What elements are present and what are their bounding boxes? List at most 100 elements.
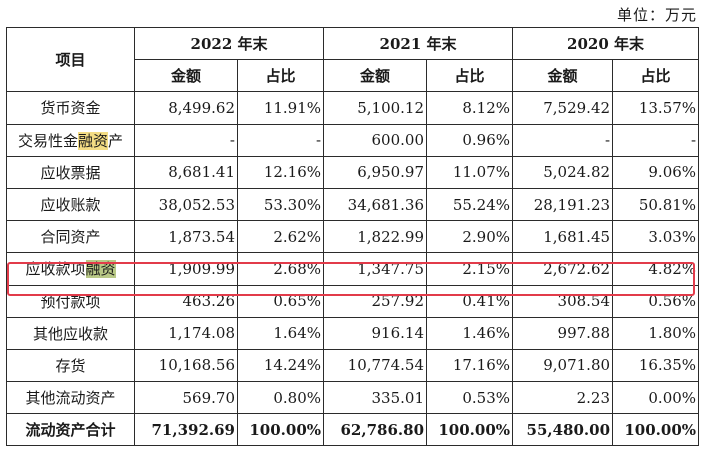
cell-value: 1,174.08 <box>134 316 238 350</box>
cell-value: 38,052.53 <box>134 187 238 222</box>
cell-value: 8,499.62 <box>134 91 238 125</box>
cell-value: 2.15% <box>426 252 514 286</box>
header-amount: 金额 <box>134 59 238 93</box>
cell-value: 6,950.97 <box>323 155 428 189</box>
cell-value: 916.14 <box>323 316 428 350</box>
cell-value: 463.26 <box>134 284 238 318</box>
row-label: 存货 <box>6 348 135 383</box>
row-label: 应收款项融资 <box>6 252 135 286</box>
cell-value: 28,191.23 <box>512 187 614 222</box>
cell-value: 50.81% <box>612 187 700 222</box>
cell-value: 1,873.54 <box>134 220 238 254</box>
row-label: 交易性金融资产 <box>6 123 135 157</box>
cell-value: 997.88 <box>512 316 614 350</box>
table-row: 其他应收款 1,174.08 1.64% 916.14 1.46% 997.88… <box>6 316 700 350</box>
cell-value: 9,071.80 <box>512 348 614 383</box>
cell-value: 34,681.36 <box>323 187 428 222</box>
cell-value: - <box>236 123 325 157</box>
table-row: 货币资金 8,499.62 11.91% 5,100.12 8.12% 7,52… <box>6 91 700 125</box>
table-row: 应收票据 8,681.41 12.16% 6,950.97 11.07% 5,0… <box>6 155 700 189</box>
cell-value: 0.56% <box>612 284 700 318</box>
cell-value: 55.24% <box>426 187 514 222</box>
cell-value: 11.91% <box>236 91 325 125</box>
total-value: 100.00% <box>426 413 514 447</box>
cell-value: 16.35% <box>612 348 700 383</box>
highlight-text: 融资 <box>77 131 108 150</box>
cell-value: 2.90% <box>426 220 514 254</box>
cell-value: 5,100.12 <box>323 91 428 125</box>
cell-value: 0.00% <box>612 381 700 415</box>
cell-value: 1,681.45 <box>512 220 614 254</box>
cell-value: 2.62% <box>236 220 325 254</box>
cell-value: 53.30% <box>236 187 325 222</box>
table-row: 其他流动资产 569.70 0.80% 335.01 0.53% 2.23 0.… <box>6 381 700 415</box>
cell-value: 10,774.54 <box>323 348 428 383</box>
cell-value: 1.64% <box>236 316 325 350</box>
cell-value: 0.53% <box>426 381 514 415</box>
cell-value: 8.12% <box>426 91 514 125</box>
cell-value: 1,822.99 <box>323 220 428 254</box>
total-value: 100.00% <box>612 413 700 447</box>
cell-value: 8,681.41 <box>134 155 238 189</box>
cell-value: 0.65% <box>236 284 325 318</box>
cell-value: 308.54 <box>512 284 614 318</box>
header-ratio: 占比 <box>426 59 514 93</box>
table-row: 合同资产 1,873.54 2.62% 1,822.99 2.90% 1,681… <box>6 220 700 254</box>
cell-value: 0.96% <box>426 123 514 157</box>
cell-value: 0.41% <box>426 284 514 318</box>
cell-value: 2.68% <box>236 252 325 286</box>
table-row: 预付款项 463.26 0.65% 257.92 0.41% 308.54 0.… <box>6 284 700 318</box>
row-label: 预付款项 <box>6 284 135 318</box>
cell-value: - <box>612 123 700 157</box>
table-row: 应收账款 38,052.53 53.30% 34,681.36 55.24% 2… <box>6 187 700 222</box>
cell-value: 12.16% <box>236 155 325 189</box>
current-assets-table: 项目 2022 年末 2021 年末 2020 年末 金额 占比 金额 占比 金… <box>6 26 700 447</box>
row-label: 合同资产 <box>6 220 135 254</box>
table-row-highlighted: 应收款项融资 1,909.99 2.68% 1,347.75 2.15% 2,6… <box>6 252 700 286</box>
total-value: 100.00% <box>236 413 325 447</box>
cell-value: 9.06% <box>612 155 700 189</box>
cell-value: 569.70 <box>134 381 238 415</box>
row-label: 应收票据 <box>6 155 135 189</box>
cell-value: 1,909.99 <box>134 252 238 286</box>
cell-value: 17.16% <box>426 348 514 383</box>
header-ratio: 占比 <box>612 59 700 93</box>
cell-value: 13.57% <box>612 91 700 125</box>
unit-label: 单位：万元 <box>616 6 697 24</box>
cell-value: 5,024.82 <box>512 155 614 189</box>
cell-value: - <box>134 123 238 157</box>
header-year-2020: 2020 年末 <box>512 26 700 61</box>
header-year-2022: 2022 年末 <box>133 26 325 61</box>
row-label: 货币资金 <box>6 91 135 125</box>
cell-value: 335.01 <box>323 381 428 415</box>
row-label: 应收账款 <box>6 187 135 222</box>
cell-value: 3.03% <box>612 220 700 254</box>
total-value: 55,480.00 <box>512 413 614 447</box>
table-row-total: 流动资产合计 71,392.69 100.00% 62,786.80 100.0… <box>6 413 700 447</box>
cell-value: 10,168.56 <box>134 348 238 383</box>
total-value: 71,392.69 <box>134 413 238 447</box>
total-label: 流动资产合计 <box>6 413 135 447</box>
highlight-text: 融资 <box>85 260 116 279</box>
row-label: 其他流动资产 <box>6 381 135 415</box>
cell-value: 600.00 <box>323 123 428 157</box>
cell-value: 2,672.62 <box>512 252 614 286</box>
total-value: 62,786.80 <box>323 413 428 447</box>
cell-value: 0.80% <box>236 381 325 415</box>
cell-value: 4.82% <box>612 252 700 286</box>
cell-value: 1.46% <box>426 316 514 350</box>
cell-value: 11.07% <box>426 155 514 189</box>
cell-value: 257.92 <box>323 284 428 318</box>
header-row-metrics: 金额 占比 金额 占比 金额 占比 <box>7 59 700 93</box>
cell-value: 7,529.42 <box>512 91 614 125</box>
header-item: 项目 <box>6 26 135 93</box>
cell-value: 1.80% <box>612 316 700 350</box>
table-row: 交易性金融资产 - - 600.00 0.96% - - <box>6 123 700 157</box>
cell-value: 2.23 <box>512 381 614 415</box>
header-ratio: 占比 <box>236 59 325 93</box>
cell-value: 1,347.75 <box>323 252 428 286</box>
header-year-2021: 2021 年末 <box>323 26 514 61</box>
cell-value: 14.24% <box>236 348 325 383</box>
table-row: 存货 10,168.56 14.24% 10,774.54 17.16% 9,0… <box>6 348 700 383</box>
header-amount: 金额 <box>512 59 614 93</box>
